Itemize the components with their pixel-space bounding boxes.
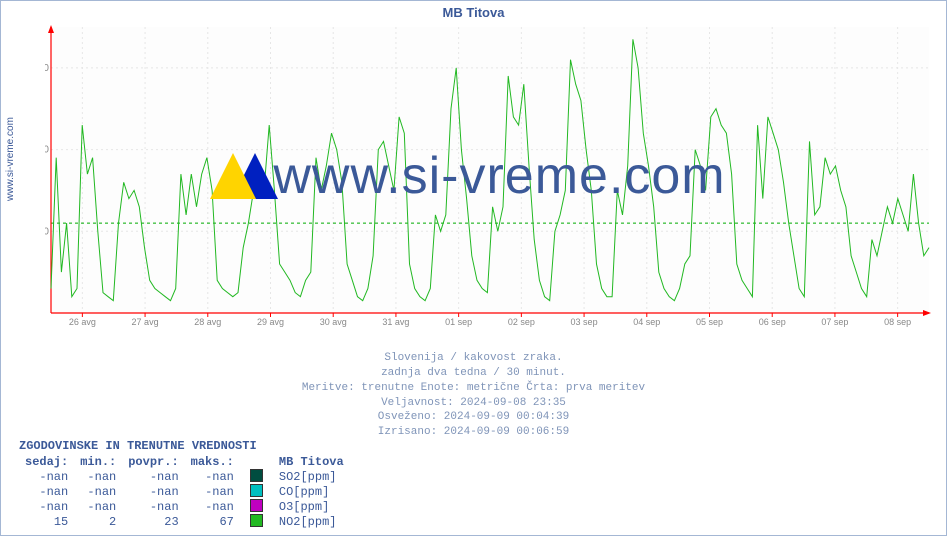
legend-swatch bbox=[240, 484, 273, 499]
table-cell: -nan bbox=[19, 469, 74, 484]
svg-text:04 sep: 04 sep bbox=[633, 317, 660, 327]
caption-line: Meritve: trenutne Enote: metrične Črta: … bbox=[1, 381, 946, 396]
svg-text:08 sep: 08 sep bbox=[884, 317, 911, 327]
y-axis-site-label: www.si-vreme.com bbox=[5, 117, 16, 201]
svg-text:02 sep: 02 sep bbox=[508, 317, 535, 327]
chart-area: 20 40 60 26 avg 27 avg 28 avg 29 avg 30 avg 31 a… bbox=[45, 23, 935, 333]
caption-line: Slovenija / kakovost zraka. bbox=[1, 351, 946, 366]
svg-text:03 sep: 03 sep bbox=[571, 317, 598, 327]
chart-title: MB Titova bbox=[1, 1, 946, 20]
caption-line: Veljavnost: 2024-09-08 23:35 bbox=[1, 396, 946, 411]
svg-text:27 avg: 27 avg bbox=[132, 317, 159, 327]
table-cell: -nan bbox=[122, 484, 184, 499]
legend-swatch bbox=[240, 514, 273, 529]
table-series-header: MB Titova bbox=[273, 455, 350, 469]
legend-label: NO2[ppm] bbox=[273, 514, 350, 529]
legend-label: SO2[ppm] bbox=[273, 469, 350, 484]
table-col-header: maks.: bbox=[185, 455, 240, 469]
caption-line: Osveženo: 2024-09-09 00:04:39 bbox=[1, 410, 946, 425]
table-cell: -nan bbox=[185, 469, 240, 484]
svg-text:01 sep: 01 sep bbox=[445, 317, 472, 327]
values-table: ZGODOVINSKE IN TRENUTNE VREDNOSTI sedaj:… bbox=[19, 439, 350, 529]
table-col-header: min.: bbox=[74, 455, 122, 469]
svg-text:31 avg: 31 avg bbox=[382, 317, 409, 327]
svg-text:07 sep: 07 sep bbox=[821, 317, 848, 327]
svg-text:26 avg: 26 avg bbox=[69, 317, 96, 327]
table-cell: -nan bbox=[185, 499, 240, 514]
svg-text:40: 40 bbox=[45, 145, 49, 156]
table-col-header: povpr.: bbox=[122, 455, 184, 469]
svg-text:60: 60 bbox=[45, 63, 49, 74]
table-cell: -nan bbox=[74, 499, 122, 514]
caption-block: Slovenija / kakovost zraka. zadnja dva t… bbox=[1, 351, 946, 440]
table-col-header: sedaj: bbox=[19, 455, 74, 469]
table-cell: -nan bbox=[19, 484, 74, 499]
svg-text:06 sep: 06 sep bbox=[759, 317, 786, 327]
svg-text:30 avg: 30 avg bbox=[320, 317, 347, 327]
svg-text:20: 20 bbox=[45, 226, 49, 237]
svg-text:28 avg: 28 avg bbox=[194, 317, 221, 327]
table-cell: -nan bbox=[185, 484, 240, 499]
chart-svg: 20 40 60 26 avg 27 avg 28 avg 29 avg 30 avg 31 a… bbox=[45, 23, 935, 333]
table-cell: 15 bbox=[19, 514, 74, 529]
table-cell: -nan bbox=[74, 469, 122, 484]
table-cell: -nan bbox=[122, 469, 184, 484]
caption-line: Izrisano: 2024-09-09 00:06:59 bbox=[1, 425, 946, 440]
table-cell: 23 bbox=[122, 514, 184, 529]
legend-label: O3[ppm] bbox=[273, 499, 350, 514]
legend-swatch bbox=[240, 499, 273, 514]
table-title: ZGODOVINSKE IN TRENUTNE VREDNOSTI bbox=[19, 439, 350, 453]
table-cell: -nan bbox=[19, 499, 74, 514]
table-cell: -nan bbox=[74, 484, 122, 499]
table-cell: 2 bbox=[74, 514, 122, 529]
table-cell: 67 bbox=[185, 514, 240, 529]
table-cell: -nan bbox=[122, 499, 184, 514]
legend-swatch bbox=[240, 469, 273, 484]
legend-label: CO[ppm] bbox=[273, 484, 350, 499]
svg-text:05 sep: 05 sep bbox=[696, 317, 723, 327]
caption-line: zadnja dva tedna / 30 minut. bbox=[1, 366, 946, 381]
svg-text:29 avg: 29 avg bbox=[257, 317, 284, 327]
